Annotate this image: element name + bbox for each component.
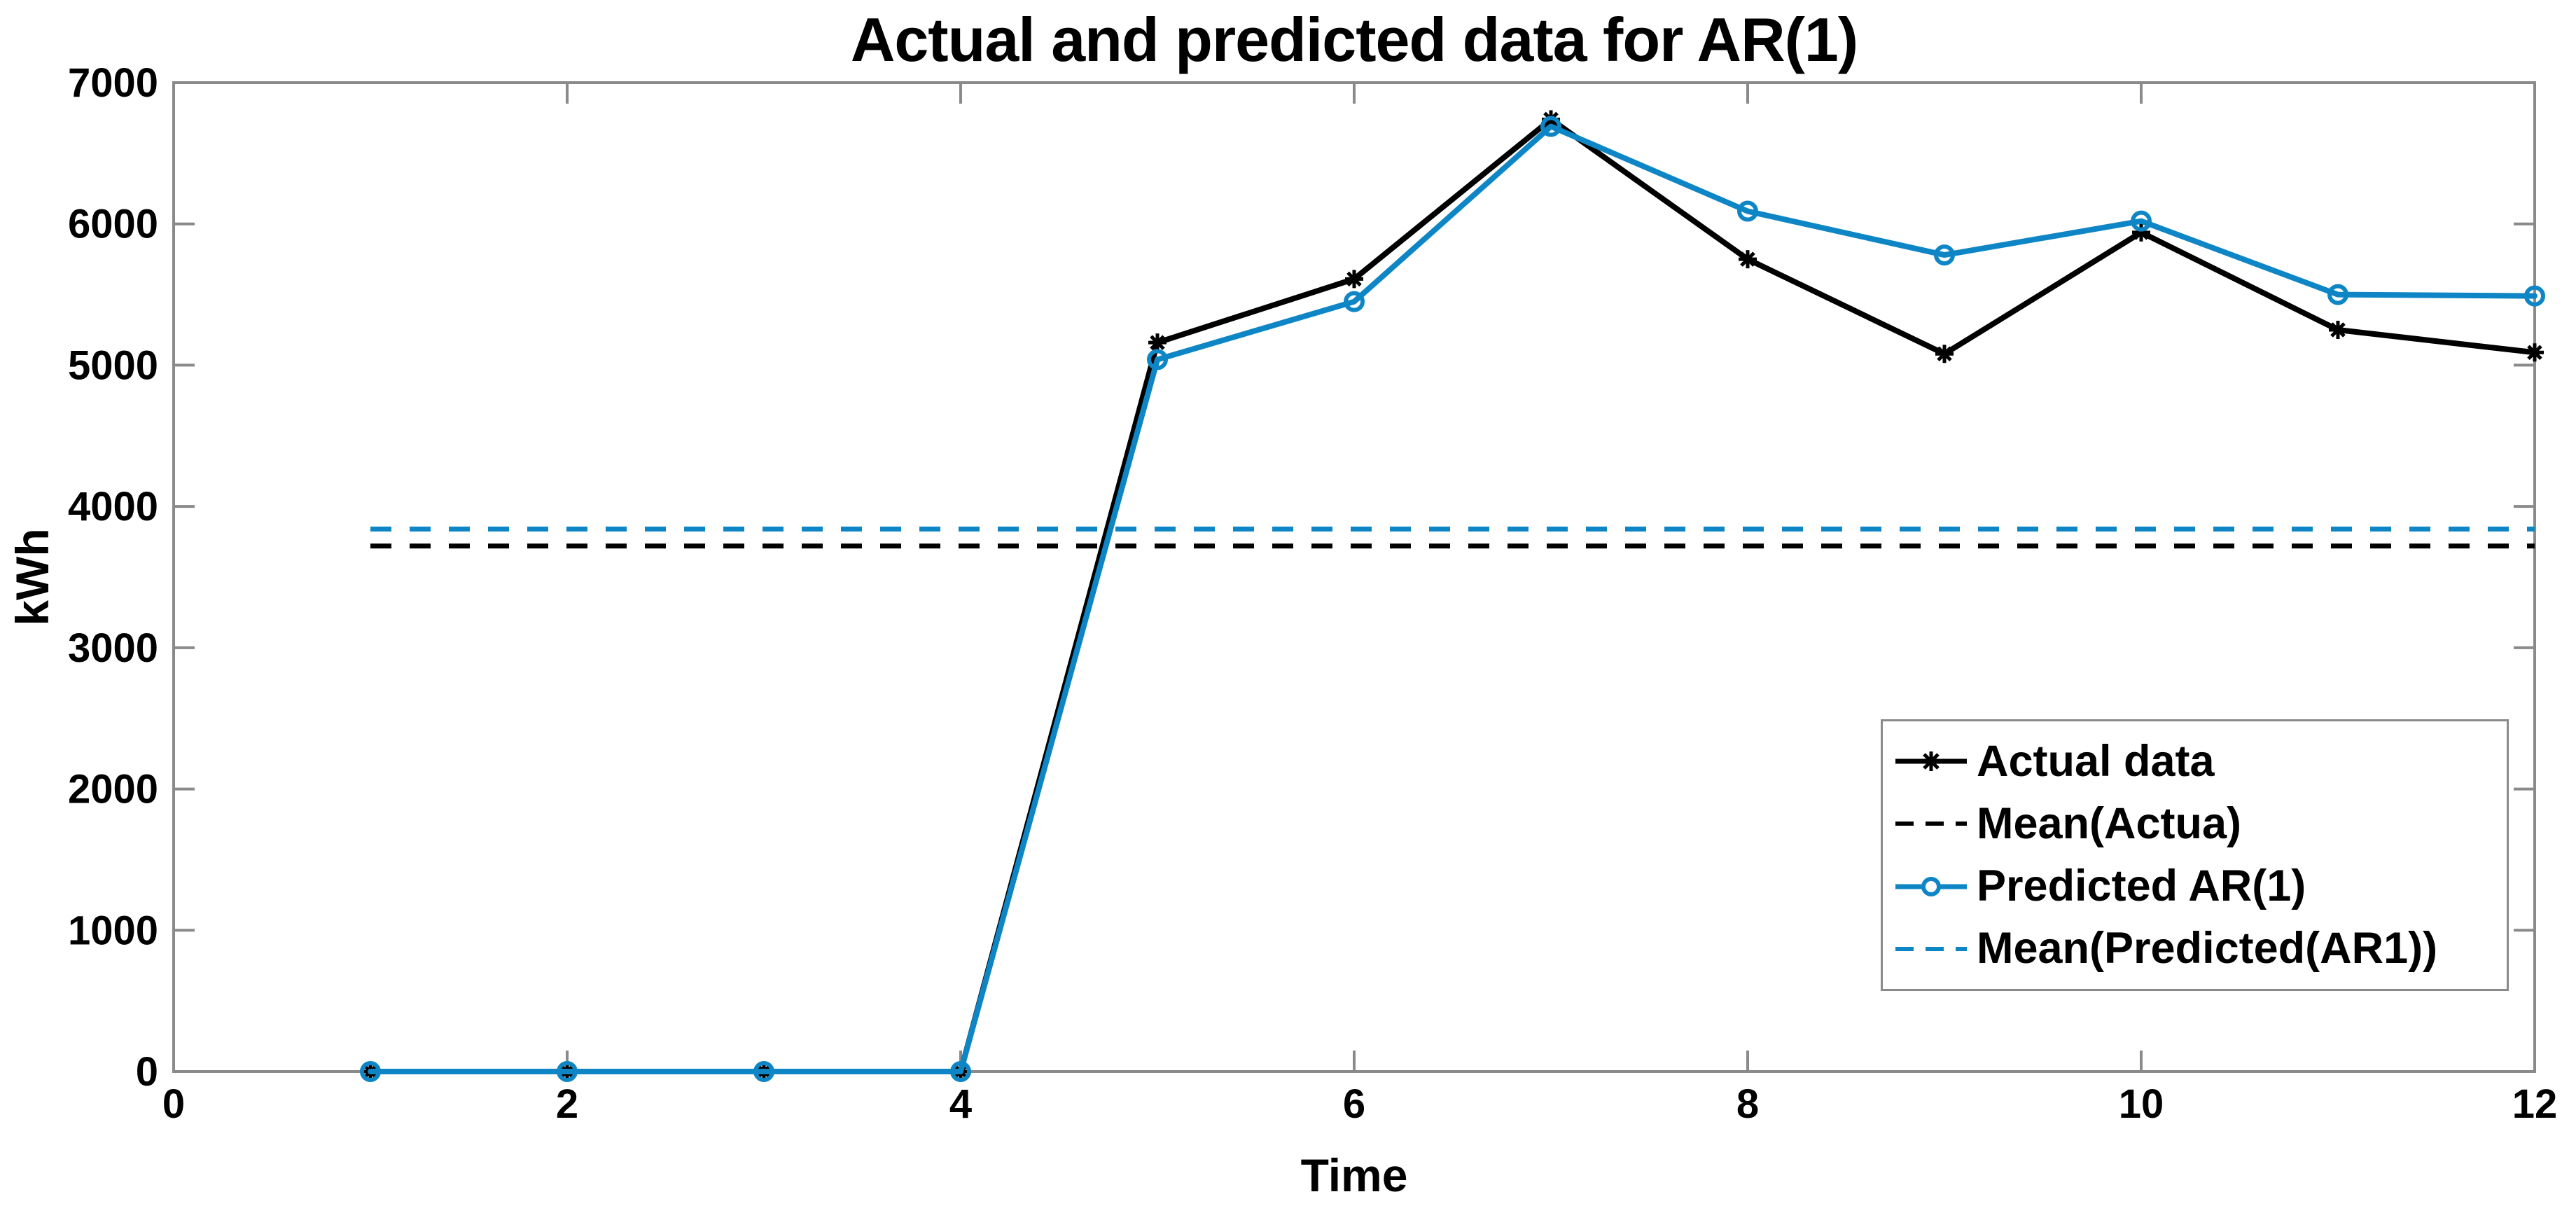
legend-item-mean-actual: Mean(Actua) [1894, 801, 2507, 846]
y-tick-label-5000: 5000 [68, 342, 158, 388]
y-tick-label-1000: 1000 [68, 908, 158, 953]
series-actual-data-marker-8 [1739, 250, 1757, 269]
series-predicted-ar-1-marker-10 [2131, 210, 2152, 232]
asterisk-stroke [1346, 271, 1362, 287]
x-tick-label-6: 6 [1343, 1081, 1365, 1127]
series-predicted-ar-1-line [368, 123, 2537, 1074]
x-tick-label-8: 8 [1736, 1081, 1759, 1127]
y-tick-label-7000: 7000 [68, 60, 158, 106]
y-tick-label-0: 0 [136, 1049, 158, 1095]
legend-sample-actual-data [1895, 751, 1967, 772]
x-tick-label-10: 10 [2119, 1081, 2164, 1127]
series-predicted-ar-1-marker-2 [557, 1061, 578, 1082]
series-predicted-ar-1-marker-7 [1540, 116, 1561, 137]
asterisk-stroke [1150, 335, 1165, 350]
chart-title: Actual and predicted data for AR(1) [850, 5, 1858, 74]
series-predicted-ar-1-marker-6 [1344, 291, 1365, 312]
series-predicted-ar-1-marker-12 [2524, 285, 2545, 307]
circle-marker-icon [1921, 876, 1941, 896]
legend: Actual data Mean(Actua) Predicted AR(1) [1881, 719, 2509, 991]
series-predicted-ar-1-marker-8 [1737, 200, 1758, 222]
legend-sample-mean-actual [1895, 822, 1967, 826]
series-actual-data-marker-9 [1935, 345, 1954, 363]
legend-label-actual-data: Actual data [1977, 736, 2215, 786]
legend-item-predicted-ar1: Predicted AR(1) [1894, 864, 2507, 909]
y-tick-label-3000: 3000 [68, 625, 158, 671]
x-tick-label-0: 0 [162, 1081, 185, 1127]
asterisk-stroke [2330, 322, 2346, 338]
legend-item-mean-predicted: Mean(Predicted(AR1)) [1894, 927, 2507, 971]
asterisk-stroke [1937, 346, 1952, 362]
legend-sample-predicted-ar1 [1895, 876, 1967, 896]
series-predicted-ar-1-marker-5 [1147, 349, 1168, 370]
series-predicted-ar-1-marker-3 [753, 1061, 774, 1082]
y-tick-label-6000: 6000 [68, 202, 158, 247]
series-actual-data-marker-11 [2329, 321, 2347, 339]
series-predicted-ar-1-marker-11 [2327, 284, 2348, 305]
series-predicted-ar-1-marker-9 [1934, 244, 1955, 266]
legend-label-mean-predicted: Mean(Predicted(AR1)) [1977, 924, 2438, 973]
y-axis-label: kWh [6, 528, 58, 626]
legend-label-mean-actual: Mean(Actua) [1977, 798, 2242, 848]
legend-label-predicted-ar1: Predicted AR(1) [1977, 861, 2306, 911]
x-axis-label: Time [1300, 1149, 1408, 1201]
asterisk-marker-icon [1921, 751, 1941, 772]
x-tick-label-2: 2 [556, 1081, 578, 1127]
legend-sample-mean-predicted [1895, 946, 1967, 951]
asterisk-stroke [2527, 345, 2542, 361]
series-actual-data-marker-12 [2526, 343, 2544, 362]
series-predicted-ar-1-marker-1 [360, 1061, 381, 1082]
y-tick-label-4000: 4000 [68, 484, 158, 529]
series-actual-data-marker-6 [1345, 270, 1363, 289]
series-actual-data-marker-5 [1148, 333, 1167, 352]
legend-item-actual-data: Actual data [1894, 739, 2507, 784]
y-tick-label-2000: 2000 [68, 767, 158, 812]
x-tick-label-4: 4 [949, 1081, 972, 1127]
x-tick-label-12: 12 [2512, 1081, 2558, 1127]
asterisk-stroke [1740, 251, 1755, 267]
series-predicted-ar-1-marker-4 [950, 1061, 971, 1082]
